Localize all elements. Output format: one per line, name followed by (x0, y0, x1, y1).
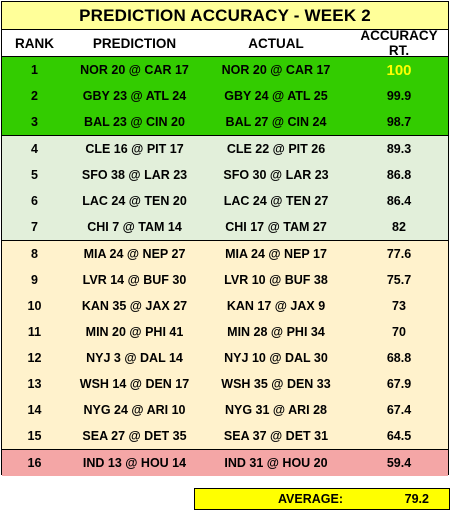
table-row: 10 KAN 35 @ JAX 27 KAN 17 @ JAX 9 73 (2, 293, 448, 319)
rank-cell: 12 (27, 351, 42, 365)
accuracy-cell: 77.6 (386, 247, 412, 261)
header-prediction: PREDICTION (92, 35, 177, 51)
accuracy-cell: 67.9 (386, 377, 412, 391)
rank-cell: 14 (27, 403, 42, 417)
table-row: 1 NOR 20 @ CAR 17 NOR 20 @ CAR 17 100 (2, 57, 448, 83)
prediction-cell: IND 13 @ HOU 14 (82, 456, 187, 470)
accuracy-cell: 59.4 (386, 456, 412, 470)
accuracy-cell: 68.8 (386, 351, 412, 365)
accuracy-cell: 86.8 (386, 168, 412, 182)
table-row: 13 WSH 14 @ DEN 17 WSH 35 @ DEN 33 67.9 (2, 371, 448, 397)
accuracy-cell: 99.9 (386, 89, 412, 103)
table-row: 15 SEA 27 @ DET 35 SEA 37 @ DET 31 64.5 (2, 423, 448, 450)
prediction-cell: WSH 14 @ DEN 17 (79, 377, 190, 391)
accuracy-cell: 70 (392, 325, 406, 339)
rank-cell: 11 (27, 325, 42, 339)
prediction-cell: SFO 38 @ LAR 23 (81, 168, 188, 182)
accuracy-cell: 67.4 (386, 403, 412, 417)
accuracy-cell: 73 (392, 299, 406, 313)
actual-cell: CHI 17 @ TAM 27 (225, 220, 327, 234)
average-label: AVERAGE: (277, 492, 343, 506)
prediction-cell: NOR 20 @ CAR 17 (80, 63, 189, 77)
actual-cell: BAL 27 @ CIN 24 (225, 115, 327, 129)
prediction-accuracy-table: PREDICTION ACCURACY - WEEK 2 RANK PREDIC… (1, 1, 449, 476)
rank-cell: 3 (31, 115, 38, 129)
accuracy-cell: 86.4 (386, 194, 412, 208)
header-actual: ACTUAL (248, 35, 304, 51)
actual-cell: MIA 24 @ NEP 17 (225, 247, 327, 261)
prediction-cell: LAC 24 @ TEN 20 (82, 194, 187, 208)
actual-cell: GBY 24 @ ATL 25 (224, 89, 328, 103)
rank-cell: 4 (31, 142, 38, 156)
actual-cell: LVR 10 @ BUF 38 (224, 273, 328, 287)
average-value: 79.2 (404, 492, 429, 506)
header-rank: RANK (15, 35, 54, 51)
prediction-cell: GBY 23 @ ATL 24 (82, 89, 187, 103)
prediction-cell: CHI 7 @ TAM 14 (87, 220, 182, 234)
rank-cell: 16 (27, 456, 42, 470)
table-title: PREDICTION ACCURACY - WEEK 2 (2, 2, 448, 30)
table-row: 3 BAL 23 @ CIN 20 BAL 27 @ CIN 24 98.7 (2, 109, 448, 136)
rank-cell: 2 (31, 89, 38, 103)
rank-cell: 13 (27, 377, 42, 391)
prediction-cell: MIA 24 @ NEP 27 (83, 247, 186, 261)
actual-cell: KAN 17 @ JAX 9 (226, 299, 326, 313)
prediction-cell: CLE 16 @ PIT 17 (85, 142, 184, 156)
rank-cell: 5 (31, 168, 38, 182)
accuracy-cell: 100 (386, 61, 412, 79)
prediction-cell: KAN 35 @ JAX 27 (81, 299, 188, 313)
table-row: 12 NYJ 3 @ DAL 14 NYJ 10 @ DAL 30 68.8 (2, 345, 448, 371)
actual-cell: NOR 20 @ CAR 17 (221, 63, 331, 77)
actual-cell: CLE 22 @ PIT 26 (226, 142, 326, 156)
actual-cell: NYJ 10 @ DAL 30 (224, 351, 328, 365)
prediction-cell: NYJ 3 @ DAL 14 (86, 351, 183, 365)
prediction-cell: LVR 14 @ BUF 30 (82, 273, 187, 287)
actual-cell: IND 31 @ HOU 20 (224, 456, 328, 470)
accuracy-cell: 98.7 (386, 115, 412, 129)
accuracy-cell: 64.5 (386, 429, 412, 443)
table-row: 14 NYG 24 @ ARI 10 NYG 31 @ ARI 28 67.4 (2, 397, 448, 423)
table-row: 8 MIA 24 @ NEP 27 MIA 24 @ NEP 17 77.6 (2, 241, 448, 267)
prediction-cell: SEA 27 @ DET 35 (82, 429, 187, 443)
table-row: 4 CLE 16 @ PIT 17 CLE 22 @ PIT 26 89.3 (2, 136, 448, 162)
prediction-cell: BAL 23 @ CIN 20 (84, 115, 185, 129)
accuracy-cell: 89.3 (386, 142, 412, 156)
accuracy-cell: 75.7 (386, 273, 412, 287)
rank-cell: 1 (31, 63, 38, 77)
prediction-cell: MIN 20 @ PHI 41 (85, 325, 184, 339)
actual-cell: NYG 31 @ ARI 28 (224, 403, 328, 417)
table-row: 16 IND 13 @ HOU 14 IND 31 @ HOU 20 59.4 (2, 450, 448, 476)
header-accuracy: ACCURACY RT. (360, 28, 438, 58)
rank-cell: 7 (31, 220, 38, 234)
rank-cell: 15 (27, 429, 42, 443)
prediction-cell: NYG 24 @ ARI 10 (83, 403, 186, 417)
actual-cell: WSH 35 @ DEN 33 (221, 377, 331, 391)
actual-cell: SFO 30 @ LAR 23 (223, 168, 329, 182)
table-row: 5 SFO 38 @ LAR 23 SFO 30 @ LAR 23 86.8 (2, 162, 448, 188)
accuracy-cell: 82 (392, 220, 406, 234)
rank-cell: 6 (31, 194, 38, 208)
header-row: RANK PREDICTION ACTUAL ACCURACY RT. (2, 28, 448, 58)
actual-cell: MIN 28 @ PHI 34 (227, 325, 325, 339)
average-box: AVERAGE: 79.2 (194, 488, 450, 510)
table-row: 2 GBY 23 @ ATL 24 GBY 24 @ ATL 25 99.9 (2, 83, 448, 109)
table-row: 6 LAC 24 @ TEN 20 LAC 24 @ TEN 27 86.4 (2, 188, 448, 214)
rank-cell: 10 (27, 299, 42, 313)
actual-cell: SEA 37 @ DET 31 (223, 429, 329, 443)
actual-cell: LAC 24 @ TEN 27 (223, 194, 329, 208)
table-row: 9 LVR 14 @ BUF 30 LVR 10 @ BUF 38 75.7 (2, 267, 448, 293)
rank-cell: 9 (31, 273, 38, 287)
table-row: 7 CHI 7 @ TAM 14 CHI 17 @ TAM 27 82 (2, 214, 448, 241)
rank-cell: 8 (31, 247, 38, 261)
table-row: 11 MIN 20 @ PHI 41 MIN 28 @ PHI 34 70 (2, 319, 448, 345)
